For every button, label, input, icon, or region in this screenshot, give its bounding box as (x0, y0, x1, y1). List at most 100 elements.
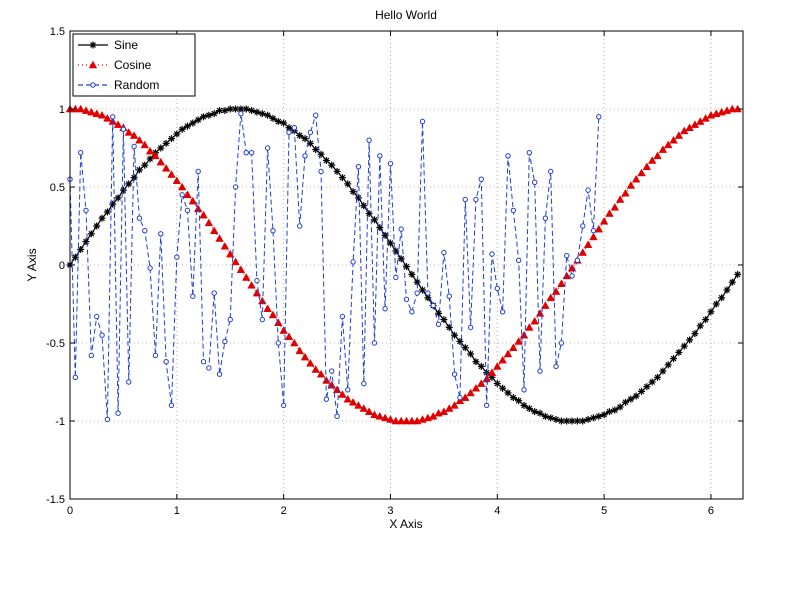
legend-item-sine: Sine (78, 38, 138, 52)
sine-point (221, 107, 229, 115)
random-point (339, 313, 346, 320)
random-point (345, 387, 351, 393)
legend-marker-random (90, 82, 96, 88)
random-point (174, 254, 180, 260)
cosine-point (300, 352, 310, 361)
sine-point (712, 300, 720, 308)
cosine-point (274, 318, 283, 327)
sine-point (210, 110, 218, 118)
cosine-series (65, 104, 742, 425)
legend: Sine Cosine Random (72, 33, 196, 97)
cosine-point (471, 383, 481, 392)
x-tick-label: 4 (494, 505, 500, 517)
random-point (596, 114, 602, 120)
legend-label-random: Random (114, 78, 159, 92)
random-point (387, 160, 394, 167)
cosine-point (209, 226, 219, 234)
cosine-point (338, 390, 347, 398)
cosine-point (503, 349, 513, 358)
sine-point (296, 132, 304, 140)
cosine-point (284, 332, 294, 341)
cosine-point (103, 114, 112, 122)
cosine-point (509, 343, 518, 351)
random-point (414, 290, 420, 296)
random-point (200, 359, 207, 365)
sine-point (135, 166, 143, 174)
sine-point (338, 174, 346, 182)
random-point (248, 149, 255, 156)
random-point (473, 196, 479, 203)
sine-point (98, 214, 106, 222)
random-point (457, 394, 463, 401)
legend-marker-cosine (88, 60, 98, 69)
cosine-point (530, 316, 539, 325)
random-point (585, 187, 591, 193)
sine-point (119, 186, 127, 194)
cosine-point (615, 195, 625, 203)
y-tick-label: -1.5 (46, 494, 65, 506)
cosine-point (370, 410, 379, 419)
cosine-point (263, 304, 272, 312)
random-point (238, 110, 244, 117)
sine-point (141, 161, 149, 169)
random-line (69, 113, 600, 420)
random-point (232, 184, 239, 190)
random-point (537, 368, 543, 374)
random-point (163, 359, 169, 365)
random-point (467, 324, 474, 331)
random-point (521, 387, 527, 393)
sine-point (253, 108, 261, 116)
cosine-point (642, 162, 652, 171)
random-point (564, 252, 570, 259)
cosine-point (599, 217, 609, 225)
random-point (115, 410, 121, 416)
cosine-point (647, 156, 657, 164)
cosine-point (316, 369, 326, 378)
cosine-point (268, 310, 278, 319)
y-axis-label: Y Axis (25, 248, 39, 281)
sine-point (322, 156, 330, 164)
cosine-point (113, 120, 123, 128)
series-layer (65, 104, 742, 425)
random-point (94, 313, 100, 320)
x-tick-label: 0 (67, 505, 73, 517)
random-point (441, 249, 447, 256)
cosine-point (359, 404, 368, 412)
random-point (361, 380, 367, 387)
sine-point (451, 331, 459, 339)
sine-point (648, 378, 656, 386)
random-point (280, 402, 287, 409)
sine-point (541, 412, 549, 420)
random-point (366, 137, 372, 143)
x-tick-label: 5 (601, 505, 607, 517)
sine-point (258, 110, 266, 118)
sine-point (659, 367, 667, 375)
sine-point (114, 194, 122, 202)
sine-point (125, 180, 133, 188)
random-point (542, 215, 549, 221)
cosine-point (252, 288, 262, 297)
random-point (355, 164, 362, 170)
sine-point (461, 344, 469, 352)
cosine-point (658, 145, 668, 153)
random-point (382, 305, 388, 312)
cosine-point (183, 190, 192, 199)
random-point (83, 207, 89, 214)
sine-point (205, 111, 213, 119)
random-point (158, 231, 164, 237)
sine-point (264, 111, 272, 119)
random-point (505, 153, 511, 159)
random-point (211, 290, 217, 296)
x-tick-label: 2 (281, 505, 287, 517)
random-point (483, 402, 490, 409)
cosine-point (290, 338, 299, 347)
cosine-point (519, 330, 529, 339)
sine-point (605, 408, 613, 416)
cosine-point (605, 209, 614, 217)
x-tick-label: 6 (708, 505, 714, 517)
random-point (142, 227, 148, 234)
random-point (216, 371, 223, 377)
sine-point (173, 130, 181, 138)
cosine-point (562, 271, 571, 280)
random-point (99, 332, 105, 338)
